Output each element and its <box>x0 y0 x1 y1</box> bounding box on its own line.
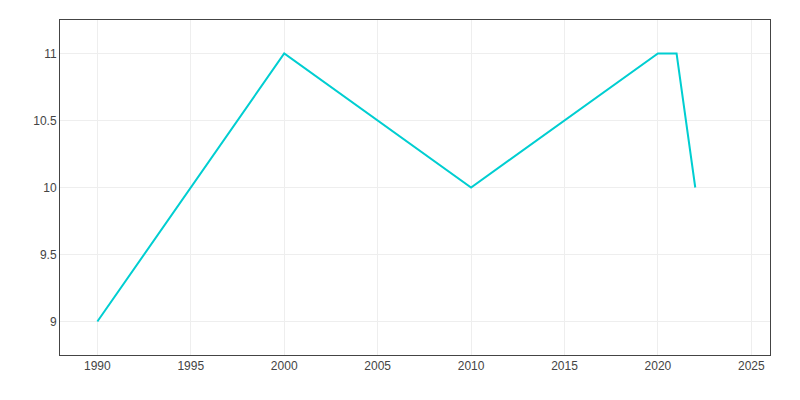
svg-text:10.5: 10.5 <box>33 114 57 128</box>
svg-text:1990: 1990 <box>84 359 111 373</box>
svg-text:9.5: 9.5 <box>40 248 57 262</box>
svg-text:9: 9 <box>50 315 57 329</box>
svg-text:11: 11 <box>44 47 57 61</box>
svg-text:2010: 2010 <box>458 359 485 373</box>
svg-text:2020: 2020 <box>645 359 672 373</box>
svg-text:2025: 2025 <box>738 359 765 373</box>
svg-text:10: 10 <box>43 181 57 195</box>
svg-text:2015: 2015 <box>551 359 578 373</box>
svg-text:2005: 2005 <box>364 359 391 373</box>
svg-text:1995: 1995 <box>177 359 204 373</box>
svg-text:2000: 2000 <box>271 359 298 373</box>
